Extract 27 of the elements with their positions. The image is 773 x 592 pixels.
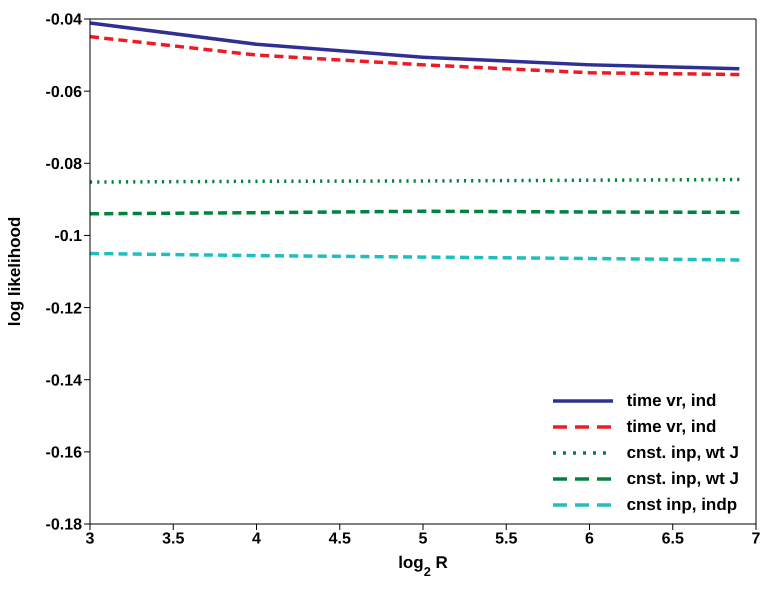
legend-label: cnst. inp, wt J xyxy=(626,442,739,464)
x-tick-label: 5.5 xyxy=(495,530,518,548)
y-tick-label: -0.12 xyxy=(46,300,82,318)
y-tick-label: -0.16 xyxy=(46,444,82,462)
y-tick-label: -0.08 xyxy=(46,156,82,173)
x-axis-title: log$_{2}$ R xyxy=(398,553,448,578)
y-tick-label: -0.06 xyxy=(46,84,82,101)
x-tick-label: 4.5 xyxy=(328,530,351,548)
legend-label: time vr, ind xyxy=(626,390,716,412)
x-tick-label: 6 xyxy=(585,530,594,548)
x-tick-label: 6.5 xyxy=(662,530,684,548)
y-axis-title: log likelihood xyxy=(5,216,24,326)
x-tick-label: 3.5 xyxy=(162,530,184,548)
line-series xyxy=(90,34,742,76)
line-series xyxy=(90,252,742,262)
x-tick-label: 7 xyxy=(752,530,761,548)
legend-label: cnst inp, indp xyxy=(626,494,738,516)
y-tick-label: -0.04 xyxy=(46,12,82,29)
y-tick-label: -0.18 xyxy=(46,516,82,534)
x-tick-label: 4 xyxy=(252,530,262,548)
legend-label: cnst. inp, wt J xyxy=(626,468,739,490)
legend-label: time vr, ind xyxy=(626,416,716,438)
x-tick-label: 3 xyxy=(86,530,95,548)
y-tick-label: -0.14 xyxy=(46,372,82,390)
y-tick-label: -0.1 xyxy=(54,228,82,246)
x-tick-label: 5 xyxy=(418,530,428,548)
line-series xyxy=(90,21,742,71)
